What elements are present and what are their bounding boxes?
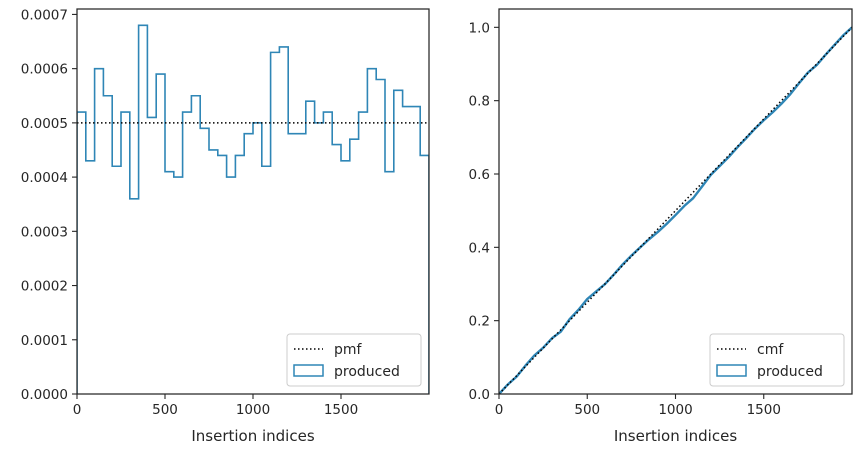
series-group (77, 24, 429, 394)
right-legend-produced-swatch (716, 364, 747, 377)
left-legend-produced-swatch (293, 364, 324, 377)
right-legend-cmf-label: cmf (757, 342, 784, 358)
left-y-ticks: 0.0000 0.0001 0.0002 0.0003 0.0004 0.0005 0.00… (21, 7, 77, 403)
left-axes-frame (76, 8, 430, 395)
right-legend-box (709, 333, 845, 387)
cmf-reference-line (499, 26, 852, 394)
left-legend: pmf produced (286, 333, 422, 387)
x-tick-label: 1500 (747, 402, 781, 418)
x-tick-label: 500 (574, 402, 600, 418)
y-tick-label: 0.0001 (21, 333, 68, 349)
x-tick-label: 1000 (236, 402, 270, 418)
x-tick-label: 0 (73, 402, 82, 418)
x-tick-label: 500 (152, 402, 178, 418)
y-tick-label: 0.0003 (21, 224, 68, 240)
produced-histogram-step (77, 24, 429, 394)
series-group (499, 26, 852, 394)
left-legend-pmf-label: pmf (334, 342, 363, 358)
y-tick-label: 0.0000 (21, 387, 68, 403)
right-legend-produced-label: produced (757, 364, 823, 380)
y-tick-label: 0.0002 (21, 279, 68, 295)
right-y-ticks: 0.0 0.2 0.4 0.6 0.8 1.0 (469, 20, 499, 403)
x-tick-label: 0 (495, 402, 504, 418)
y-tick-label: 0.0004 (21, 170, 68, 186)
left-x-ticks: 0 500 1000 1500 (73, 394, 358, 418)
y-tick-label: 0.4 (469, 240, 490, 256)
right-plot-area (499, 26, 852, 394)
left-legend-produced-label: produced (334, 364, 400, 380)
y-tick-label: 0.2 (469, 314, 490, 330)
x-tick-label: 1000 (658, 402, 692, 418)
left-legend-box (286, 333, 422, 387)
y-tick-label: 0.8 (469, 94, 490, 110)
y-tick-label: 0.0 (469, 387, 490, 403)
right-axes-frame (498, 8, 853, 395)
left-plot-area (77, 24, 429, 394)
left-x-axis-label: Insertion indices (191, 427, 314, 445)
left-chart: 0 500 1000 1500 0.00000.00010.00020.00030.0… (21, 7, 430, 445)
y-tick-label: 1.0 (469, 20, 490, 36)
x-tick-label: 1500 (324, 402, 358, 418)
right-x-axis-label: Insertion indices (614, 427, 737, 445)
right-x-ticks: 0 500 1000 1500 (495, 394, 781, 418)
y-tick-label: 0.0006 (21, 62, 68, 78)
right-chart: 0 500 1000 1500 0.0 0.2 0.4 0.6 0.8 1.0 Insertio… (469, 8, 853, 445)
y-tick-label: 0.0005 (21, 116, 68, 132)
y-tick-label: 0.6 (469, 167, 490, 183)
y-tick-label: 0.0007 (21, 7, 68, 23)
right-legend: cmf produced (709, 333, 845, 387)
